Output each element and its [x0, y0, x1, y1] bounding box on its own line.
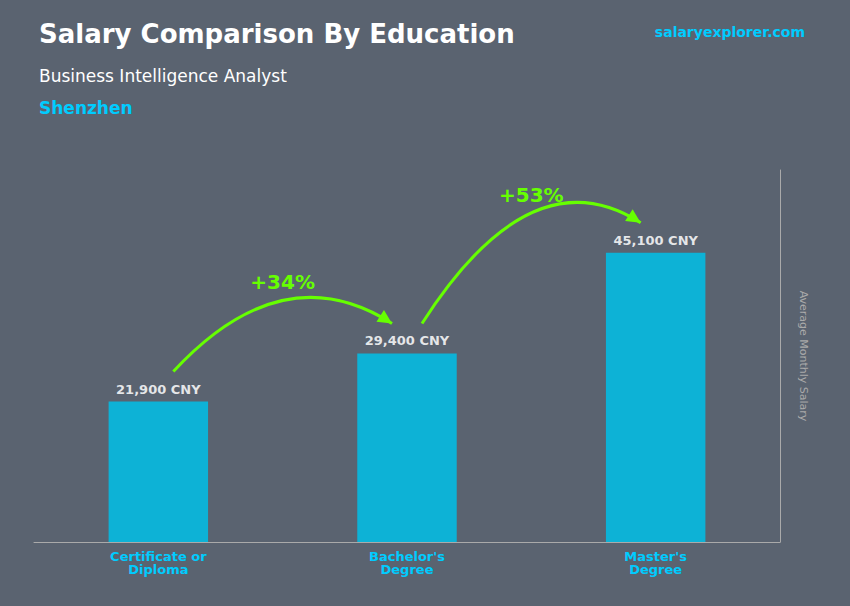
svg-text:salaryexplorer.com: salaryexplorer.com	[655, 24, 805, 40]
svg-text:Bachelor's: Bachelor's	[369, 549, 445, 564]
svg-text:Salary Comparison By Education: Salary Comparison By Education	[39, 19, 515, 49]
svg-text:Shenzhen: Shenzhen	[39, 98, 133, 118]
svg-text:Degree: Degree	[381, 562, 434, 577]
svg-text:Certificate or: Certificate or	[110, 549, 207, 564]
svg-text:45,100 CNY: 45,100 CNY	[613, 233, 698, 248]
svg-text:Master's: Master's	[624, 549, 687, 564]
svg-text:21,900 CNY: 21,900 CNY	[116, 382, 201, 397]
svg-text:+34%: +34%	[250, 270, 315, 294]
svg-text:Diploma: Diploma	[128, 562, 188, 577]
svg-text:Average Monthly Salary: Average Monthly Salary	[797, 291, 810, 422]
svg-text:29,400 CNY: 29,400 CNY	[365, 333, 450, 348]
svg-text:Business Intelligence Analyst: Business Intelligence Analyst	[39, 66, 287, 86]
svg-text:Degree: Degree	[629, 562, 682, 577]
svg-text:+53%: +53%	[499, 183, 564, 207]
